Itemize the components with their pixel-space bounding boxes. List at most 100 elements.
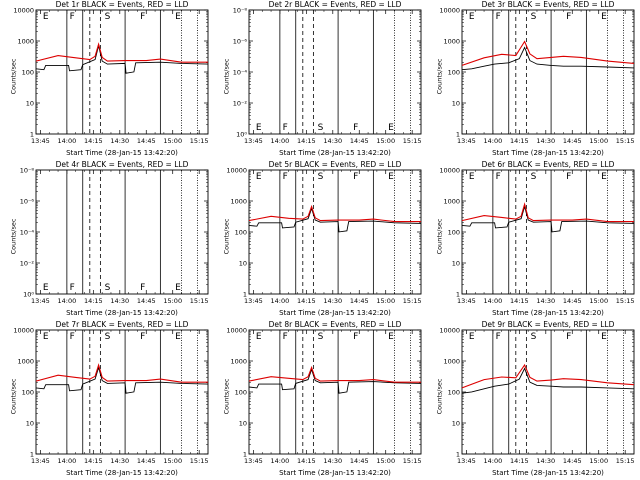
detector-panel: 1 10 100 1000 10000 13:45 14:00 14:15 14:30 14:45… — [0, 0, 213, 160]
state-marker: E — [175, 283, 181, 293]
y-tick-label: 1 — [30, 451, 34, 459]
y-axis-label: Counts/sec — [9, 378, 18, 415]
panel-plot: 1 10 100 1000 10000 13:45 14:00 14:15 14:30 14:45… — [13, 327, 209, 466]
x-tick-label: 14:15 — [84, 457, 103, 465]
x-tick-label: 14:45 — [137, 137, 156, 145]
detector-panel: 1 10 100 1000 10000 13:45 14:00 14:15 14:30 14:45… — [213, 320, 426, 480]
x-tick-label: 15:15 — [616, 297, 635, 305]
x-axis-label: Start Time (28-Jan-15 13:42:20) — [279, 469, 391, 477]
y-axis-label: Counts/sec — [9, 218, 18, 255]
x-tick-label: 15:00 — [376, 457, 395, 465]
x-tick-label: 15:15 — [190, 137, 209, 145]
y-axis-label: Counts/sec — [9, 58, 18, 95]
plot-frame — [461, 329, 635, 455]
series-line — [461, 40, 635, 66]
y-tick-label: 10⁰ — [236, 131, 247, 139]
x-tick-label: 13:45 — [244, 137, 263, 145]
state-marker: E — [388, 332, 394, 342]
y-tick-label: 1000 — [443, 198, 460, 206]
y-tick-label: 10 — [452, 100, 460, 108]
y-tick-label: 10 — [26, 420, 34, 428]
state-marker: F — [496, 332, 501, 342]
y-tick-label: 1000 — [17, 38, 34, 46]
panel-title: Det 6r BLACK = Events, RED = LLD — [481, 160, 615, 169]
x-tick-label: 14:30 — [110, 137, 129, 145]
x-tick-label: 15:00 — [589, 137, 608, 145]
plot-frame — [248, 329, 422, 455]
x-tick-label: 14:30 — [323, 457, 342, 465]
x-tick-label: 13:45 — [457, 297, 476, 305]
state-marker: F — [283, 123, 288, 133]
state-marker: F — [70, 283, 75, 293]
state-marker: F — [140, 12, 145, 22]
x-tick-label: 14:00 — [271, 297, 290, 305]
y-tick-label: 10⁻⁶ — [20, 198, 35, 206]
y-tick-label: 10⁻⁴ — [20, 229, 35, 237]
state-marker: F — [283, 172, 288, 182]
series-line — [35, 45, 209, 74]
series-line — [248, 368, 422, 394]
panel-title: Det 8r BLACK = Events, RED = LLD — [268, 320, 402, 329]
plot-frame — [461, 169, 635, 295]
x-tick-label: 15:00 — [376, 297, 395, 305]
x-tick-label: 14:00 — [484, 297, 503, 305]
state-marker: E — [43, 332, 49, 342]
x-axis-label: Start Time (28-Jan-15 13:42:20) — [279, 309, 391, 317]
x-tick-label: 14:30 — [323, 297, 342, 305]
state-marker: S — [105, 332, 111, 342]
x-tick-label: 15:15 — [616, 457, 635, 465]
detector-panel: 1 10 100 1000 10000 13:45 14:00 14:15 14:30 14:45… — [213, 160, 426, 320]
x-tick-label: 14:30 — [536, 457, 555, 465]
x-axis-label: Start Time (28-Jan-15 13:42:20) — [279, 149, 391, 157]
x-tick-label: 14:15 — [510, 137, 529, 145]
x-tick-label: 14:15 — [510, 457, 529, 465]
state-marker: S — [531, 332, 537, 342]
series-line — [35, 42, 208, 63]
y-tick-label: 1 — [243, 291, 247, 299]
x-tick-label: 14:15 — [84, 137, 103, 145]
x-axis-label: Start Time (28-Jan-15 13:42:20) — [66, 149, 178, 157]
state-marker: F — [140, 332, 145, 342]
detector-panel: 10⁰ 10⁻² 10⁻⁴ 10⁻⁶ 10⁻⁸ 13:45 14:00 14:15 14:30 1… — [0, 160, 213, 320]
y-tick-label: 10 — [452, 420, 460, 428]
y-tick-label: 1000 — [443, 358, 460, 366]
x-axis-label: Start Time (28-Jan-15 13:42:20) — [492, 149, 604, 157]
x-tick-label: 15:15 — [403, 137, 422, 145]
y-tick-label: 10000 — [13, 327, 34, 335]
x-tick-label: 15:00 — [589, 457, 608, 465]
detector-panel: 1 10 100 1000 10000 13:45 14:00 14:15 14:30 14:45… — [0, 320, 213, 480]
series-line — [461, 46, 635, 71]
x-tick-label: 14:45 — [350, 457, 369, 465]
y-tick-label: 100 — [22, 389, 34, 397]
state-marker: F — [566, 12, 571, 22]
x-tick-label: 14:30 — [110, 297, 129, 305]
panel-title: Det 4r BLACK = Events, RED = LLD — [55, 160, 189, 169]
plot-frame — [248, 9, 422, 135]
y-tick-label: 1000 — [17, 358, 34, 366]
state-marker: S — [318, 123, 324, 133]
x-tick-label: 14:00 — [271, 137, 290, 145]
plot-frame — [35, 9, 209, 135]
x-tick-label: 14:15 — [297, 137, 316, 145]
state-marker: E — [469, 332, 475, 342]
y-tick-label: 10 — [239, 420, 247, 428]
state-marker: E — [175, 12, 181, 22]
x-tick-label: 15:15 — [190, 457, 209, 465]
series-line — [35, 363, 208, 383]
state-marker: E — [469, 12, 475, 22]
y-tick-label: 10000 — [439, 7, 460, 15]
y-axis-label: Counts/sec — [222, 58, 231, 95]
y-tick-label: 10000 — [439, 327, 460, 335]
y-tick-label: 10000 — [13, 7, 34, 15]
state-marker: E — [43, 12, 49, 22]
x-tick-label: 15:15 — [616, 137, 635, 145]
panel-plot: 1 10 100 1000 10000 13:45 14:00 14:15 14:30 14:45… — [439, 7, 635, 146]
state-marker: S — [105, 283, 111, 293]
x-tick-label: 15:15 — [190, 297, 209, 305]
series-line — [461, 204, 635, 233]
y-tick-label: 1 — [456, 451, 460, 459]
x-tick-label: 14:45 — [137, 297, 156, 305]
y-tick-label: 1000 — [230, 198, 247, 206]
y-tick-label: 10 — [26, 100, 34, 108]
